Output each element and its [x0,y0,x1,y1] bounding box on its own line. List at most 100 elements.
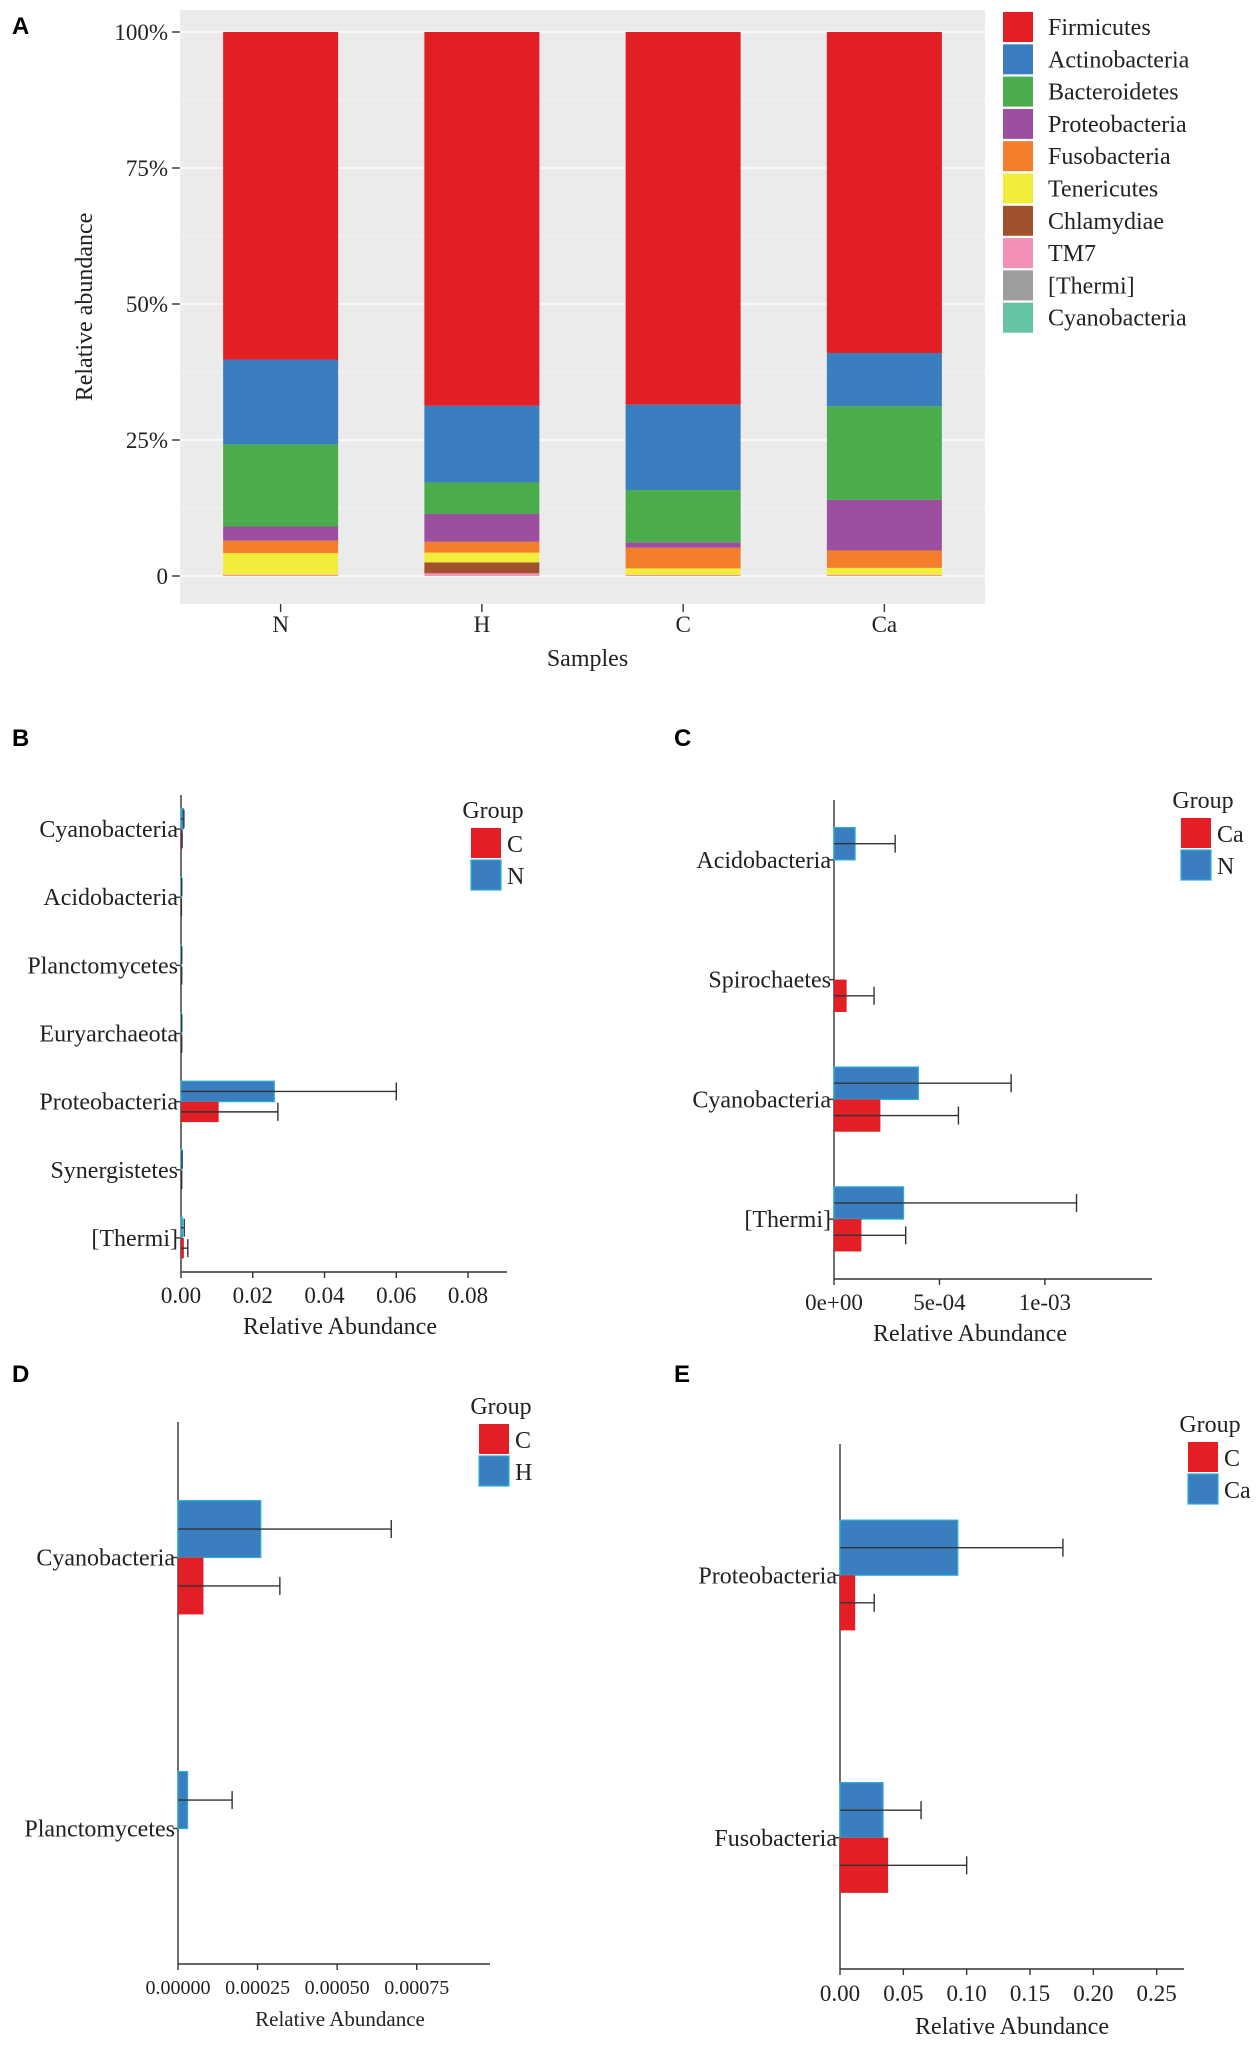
legend-swatch-n [1181,850,1211,880]
bar-segment-firmicutes-ca [827,32,942,353]
legend-swatch-tenericutes [1003,174,1033,204]
panel-b-bar-chart: 0.00 0.02 0.04 0.06 0.08 Relative Abundance Cy… [27,795,524,1340]
x-tick-label: 0.10 [947,1981,987,2006]
bar-segment-chlamydiae-h [424,562,539,573]
legend-swatch-c [1188,1442,1218,1472]
category-label-cyanobacteria: Cyanobacteria [36,1546,175,1572]
bar-segment-tm7-c [626,575,741,576]
x-axis-title: Relative Abundance [243,1314,437,1340]
legend-swatch-c [471,828,501,858]
x-tick-label: 0.25 [1137,1981,1177,2006]
bar-segment-bacteroidetes-ca [827,406,942,500]
legend-title: Group [1179,1412,1240,1438]
legend-label-cyanobacteria: Cyanobacteria [1048,306,1187,332]
bar-segment-fusobacteria-c [626,548,741,569]
legend-label-firmicutes: Firmicutes [1048,15,1151,41]
figure-canvas: A B C D E 025%50%75%100%N H C CaSamplesRela… [0,0,1258,2048]
bar-segment-tm7-h [424,573,539,576]
bar-segment-bacteroidetes-c [626,490,741,542]
x-tick-label: 0.08 [448,1283,488,1308]
y-tick-label: 25% [126,428,168,453]
legend-swatch-tm7 [1003,238,1033,268]
legend-swatch-fusobacteria [1003,141,1033,171]
legend-swatch-firmicutes [1003,12,1033,42]
bar-segment-tm7-ca [827,575,942,576]
y-tick-label: 50% [126,292,168,317]
legend-title: Group [462,798,523,824]
legend-label-c: C [507,832,523,858]
x-axis-title: Relative Abundance [915,2014,1109,2040]
x-axis-title: Relative Abundance [873,1321,1067,1347]
panel-letter-e: E [674,1361,690,1388]
x-tick-label: 1e-03 [1019,1290,1071,1315]
bar-segment-firmicutes-c [626,32,741,405]
category-label-thermi: [Thermi] [744,1207,831,1233]
x-axis-title: Samples [547,646,628,672]
panel-d-bar-chart: 0.00000 0.00025 0.00050 0.00075 Relative Abu… [24,1394,532,2031]
legend-label-chlamydiae: Chlamydiae [1048,209,1164,235]
category-label-proteobacteria: Proteobacteria [698,1563,837,1589]
y-tick-label: 75% [126,156,168,181]
category-label-acidobacteria: Acidobacteria [43,885,178,911]
category-label-cyanobacteria: Cyanobacteria [692,1087,831,1113]
x-tick-label: N [272,612,289,637]
x-tick-label: 0.20 [1073,1981,1113,2006]
legend-label-proteobacteria: Proteobacteria [1048,112,1187,138]
legend-swatch-thermi [1003,270,1033,300]
x-tick-label: 0.00050 [305,1977,370,1999]
bar-segment-proteobacteria-c [626,542,741,547]
category-label-thermi: [Thermi] [91,1226,178,1252]
legend-label-n: N [1217,854,1234,880]
panel-letter-a: A [12,13,29,40]
category-label-euryarchaeota: Euryarchaeota [39,1022,178,1048]
legend-swatch-actinobacteria [1003,44,1033,74]
panel-letter-c: C [674,725,691,752]
bar-segment-fusobacteria-n [223,541,338,554]
legend-label-bacteroidetes: Bacteroidetes [1048,80,1179,106]
legend-swatch-ca [1188,1474,1218,1504]
category-label-proteobacteria: Proteobacteria [39,1090,178,1116]
x-tick-label: 0.00000 [146,1977,211,1999]
bar-segment-actinobacteria-c [626,405,741,490]
panel-letter-b: B [12,725,29,752]
bar-segment-firmicutes-h [424,32,539,406]
bar-segment-bacteroidetes-h [424,482,539,514]
legend-label-actinobacteria: Actinobacteria [1048,47,1190,73]
legend-title: Group [470,1394,531,1420]
category-label-planctomycetes: Planctomycetes [24,1817,175,1843]
legend-swatch-h [479,1456,509,1486]
x-tick-label: 0.05 [883,1981,923,2006]
y-axis-title: Relative abundance [72,213,98,402]
bar-segment-proteobacteria-n [223,526,338,540]
category-label-cyanobacteria: Cyanobacteria [39,817,178,843]
bar-segment-fusobacteria-h [424,542,539,553]
legend-title: Group [1172,788,1233,814]
legend-swatch-bacteroidetes [1003,77,1033,107]
x-tick-label: 0.02 [233,1283,273,1308]
category-label-fusobacteria: Fusobacteria [714,1826,837,1852]
legend-label-thermi: [Thermi] [1048,273,1135,299]
x-axis-title: Relative Abundance [255,2007,425,2031]
panel-e-bar-chart: 0.00 0.05 0.10 0.15 0.20 0.25 Relative Abundan… [698,1412,1251,2040]
bar-segment-tenericutes-h [424,553,539,563]
legend-label-n: N [507,864,524,890]
x-tick-label: H [474,612,491,637]
legend-swatch-ca [1181,818,1211,848]
category-label-planctomycetes: Planctomycetes [27,953,178,979]
bar-segment-tm7-n [223,575,338,576]
legend-swatch-c [479,1424,509,1454]
panel-letter-d: D [12,1361,29,1388]
x-tick-label: C [675,612,690,637]
x-tick-label: 0.15 [1010,1981,1050,2006]
panel-c-bar-chart: 0e+00 5e-04 1e-03 Relative Abundance Acidoba… [692,788,1244,1347]
legend-label-tenericutes: Tenericutes [1048,177,1158,203]
category-label-acidobacteria: Acidobacteria [696,848,831,874]
legend-label-c: C [1224,1446,1240,1472]
x-tick-label: 0.00075 [384,1977,449,1999]
panel-a-stacked-bar-chart: 0 25% 50% 75% 100% N H C Ca Samples Relative abund… [72,10,1190,672]
legend-label-tm7: TM7 [1048,241,1096,267]
bar-segment-tenericutes-n [223,553,338,575]
legend-label-h: H [515,1460,532,1486]
x-tick-label: 0.04 [304,1283,345,1308]
bar-segment-proteobacteria-ca [827,500,942,551]
